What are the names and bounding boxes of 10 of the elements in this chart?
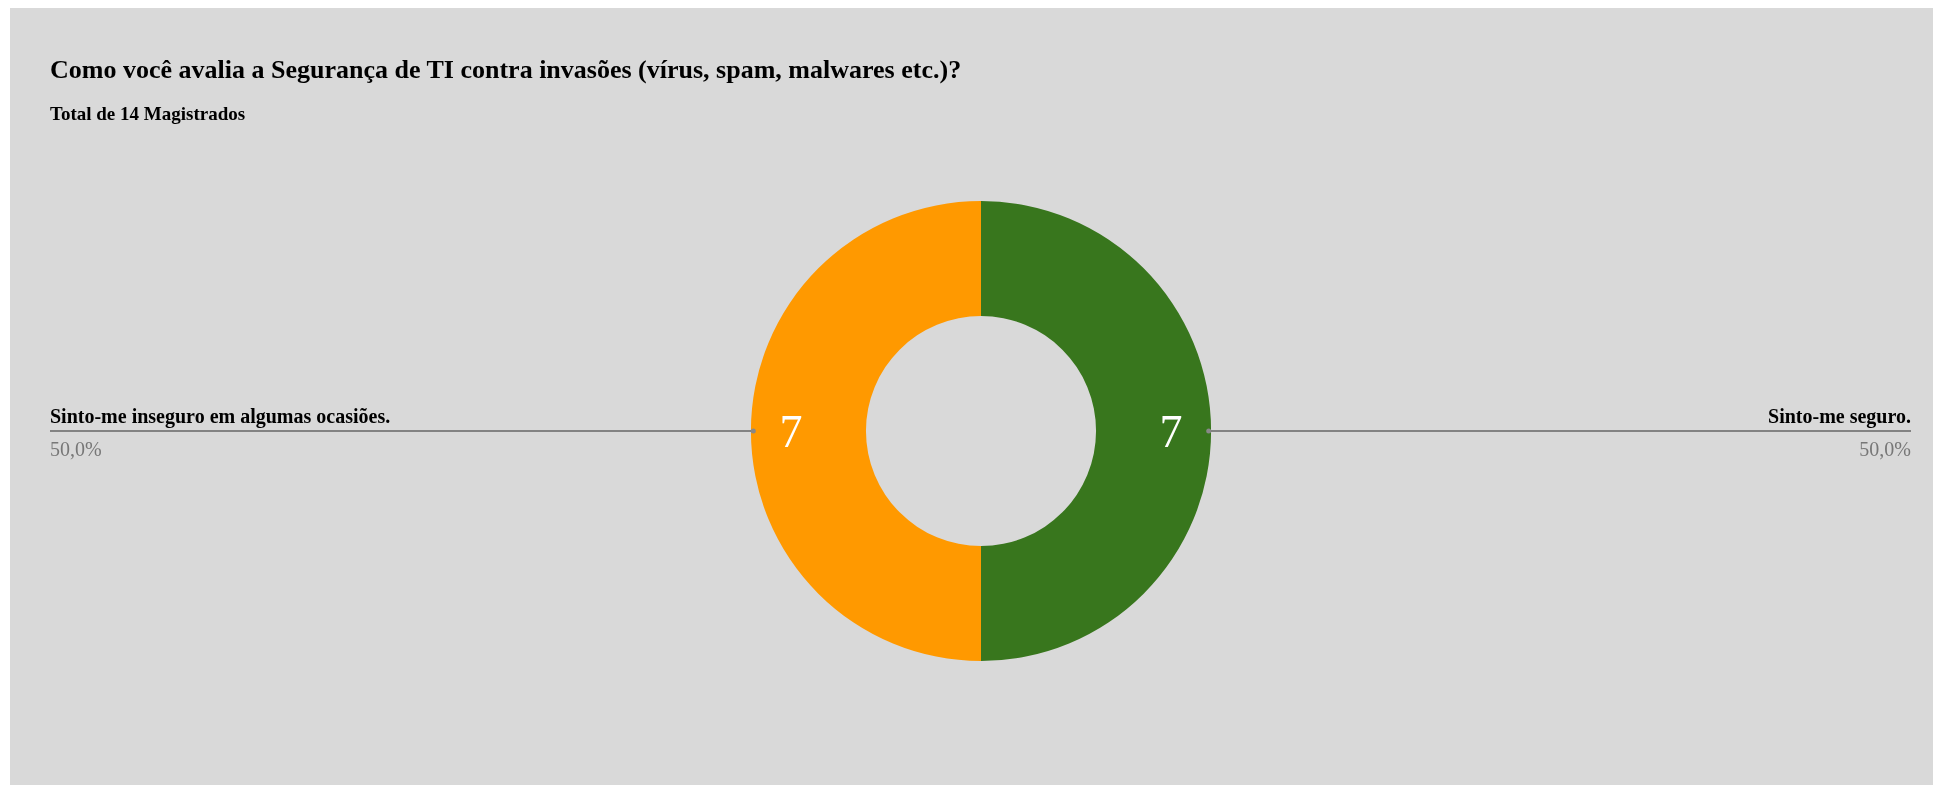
text: 50,0%	[1859, 438, 1911, 460]
chart-title: Como você avalia a Segurança de TI contra invasões (vírus, spam, malwares etc.)?	[50, 55, 962, 84]
chart-subtitle: Total de 14 Magistrados	[50, 103, 246, 124]
slice-label: Sinto-me seguro.	[1768, 405, 1911, 428]
text: 50,0%	[50, 438, 102, 460]
donut-slice	[981, 201, 1211, 661]
slice-label: Sinto-me inseguro em algumas ocasiões.	[50, 405, 391, 428]
data-label: 7	[779, 406, 803, 458]
donut-slice	[751, 201, 981, 661]
data-label: 7	[1159, 406, 1183, 458]
